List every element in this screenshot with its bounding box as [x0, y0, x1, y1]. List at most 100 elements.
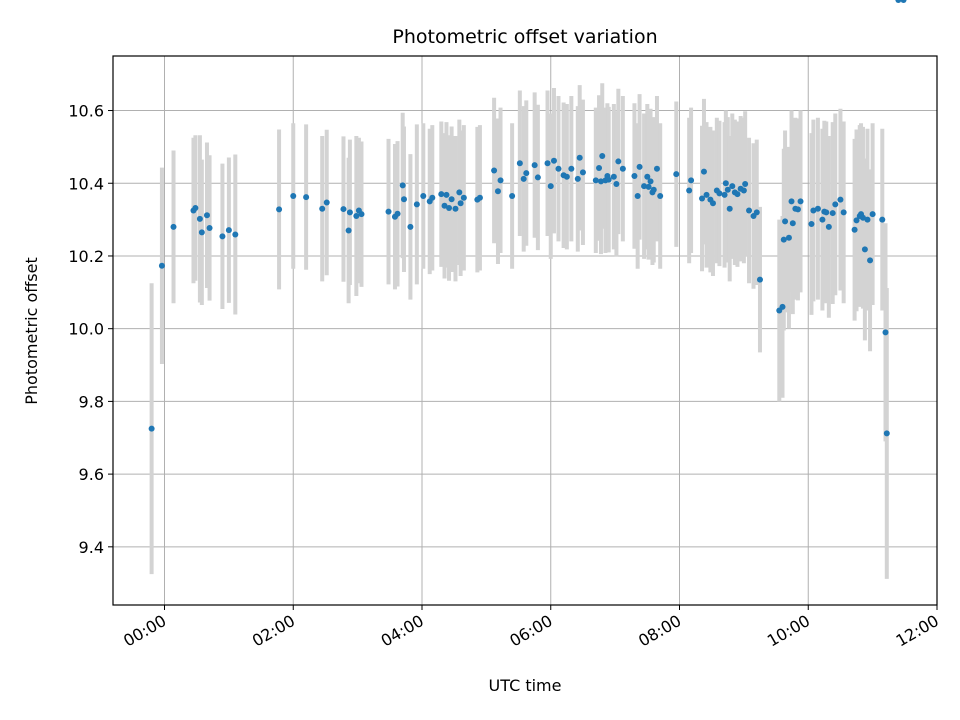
data-point [673, 171, 680, 178]
data-point [148, 425, 155, 432]
data-point [613, 180, 620, 187]
data-point [550, 157, 557, 164]
data-point [789, 220, 796, 227]
y-tick-label: 10.6 [68, 102, 104, 121]
data-point [353, 212, 360, 219]
data-point [407, 223, 414, 230]
y-tick-label: 10.4 [68, 174, 104, 193]
data-point [740, 187, 747, 194]
data-point [700, 168, 707, 175]
data-point [867, 257, 874, 264]
data-point [688, 177, 695, 184]
data-point [703, 191, 710, 198]
data-point [319, 205, 326, 212]
data-point [825, 223, 832, 230]
data-point [819, 216, 826, 223]
y-tick-label: 10.2 [68, 247, 104, 266]
data-point [883, 430, 890, 437]
data-point [779, 303, 786, 310]
data-point [497, 177, 504, 184]
data-point [592, 177, 599, 184]
data-point [895, 0, 902, 3]
data-point [345, 227, 352, 234]
data-point [576, 154, 583, 161]
data-point [323, 199, 330, 206]
data-point [788, 198, 795, 205]
data-point [641, 183, 648, 190]
y-tick-label: 9.8 [79, 392, 104, 411]
data-point [276, 206, 283, 213]
data-point [446, 204, 453, 211]
data-point [869, 211, 876, 218]
data-point [597, 178, 604, 185]
data-point [832, 201, 839, 208]
data-point [709, 200, 716, 207]
data-point [596, 164, 603, 171]
data-point [686, 187, 693, 194]
data-point [780, 236, 787, 243]
data-point [443, 191, 450, 198]
data-point [746, 207, 753, 214]
data-point [385, 208, 392, 215]
data-point [460, 194, 467, 201]
data-point [158, 262, 165, 269]
data-point [520, 175, 527, 182]
x-axis-label: UTC time [489, 676, 562, 695]
data-point [900, 0, 907, 3]
data-point [494, 188, 501, 195]
data-point [544, 160, 551, 167]
data-point [196, 215, 203, 222]
data-point [657, 192, 664, 199]
chart-title: Photometric offset variation [392, 26, 657, 48]
data-point [619, 165, 626, 172]
y-tick-label: 9.4 [79, 538, 104, 557]
data-point [456, 189, 463, 196]
data-point [574, 175, 581, 182]
data-point [782, 218, 789, 225]
data-point [448, 196, 455, 203]
data-point [290, 192, 297, 199]
data-point [509, 192, 516, 199]
data-point [814, 205, 821, 212]
data-point [634, 192, 641, 199]
data-point [534, 174, 541, 181]
data-point [568, 165, 575, 172]
data-point [413, 201, 420, 208]
data-point [429, 194, 436, 201]
data-point [219, 233, 226, 240]
data-point [810, 207, 817, 214]
data-point [523, 170, 530, 177]
data-point [645, 183, 652, 190]
data-point [756, 276, 763, 283]
y-axis-label: Photometric offset [22, 257, 41, 405]
data-point [631, 172, 638, 179]
data-point [653, 165, 660, 172]
data-point [636, 163, 643, 170]
data-point [742, 180, 749, 187]
data-point [192, 204, 199, 211]
data-point [563, 173, 570, 180]
data-point [358, 211, 365, 218]
plot-frame [112, 55, 938, 606]
data-point [457, 200, 464, 207]
data-point [198, 229, 205, 236]
data-point [452, 205, 459, 212]
data-point [599, 152, 606, 159]
data-point [605, 176, 612, 183]
data-point [547, 183, 554, 190]
data-point [724, 186, 731, 193]
data-point [476, 194, 483, 201]
data-point [794, 206, 801, 213]
data-point [531, 162, 538, 169]
data-point [203, 212, 210, 219]
data-point [729, 183, 736, 190]
data-point [491, 167, 498, 174]
data-points [148, 0, 907, 437]
y-tick-label: 10.0 [68, 320, 104, 339]
y-tick-label: 9.6 [79, 465, 104, 484]
data-point [399, 182, 406, 189]
data-point [232, 231, 239, 238]
data-point [647, 178, 654, 185]
data-point [726, 205, 733, 212]
